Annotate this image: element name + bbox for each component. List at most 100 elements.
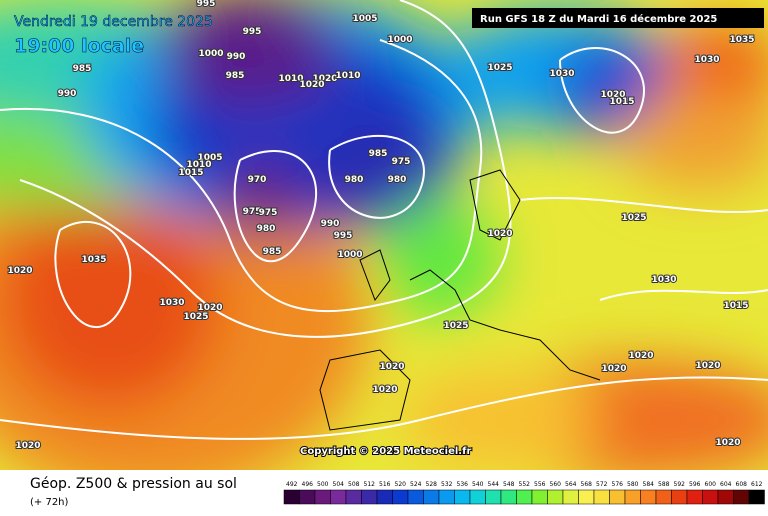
scale-swatch [330, 489, 347, 505]
isobar-label: 985 [263, 247, 282, 257]
isobar-label: 1015 [723, 301, 748, 311]
isobar-label: 1020 [487, 229, 512, 239]
scale-label: 520 [395, 481, 407, 488]
isobar-label: 1025 [487, 63, 512, 73]
scale-label: 524 [410, 481, 422, 488]
isobar-label: 1030 [549, 69, 574, 79]
isobar-label: 1020 [379, 362, 404, 372]
scale-label: 560 [550, 481, 562, 488]
scale-swatch [624, 489, 641, 505]
scale-label: 556 [534, 481, 546, 488]
scale-label: 552 [519, 481, 531, 488]
isobar-label: 985 [226, 71, 245, 81]
scale-label: 612 [751, 481, 763, 488]
scale-label: 492 [286, 481, 298, 488]
isobar-label: 1005 [197, 153, 222, 163]
scale-label: 512 [364, 481, 376, 488]
isobar-label: 980 [257, 224, 276, 234]
isobar-label: 1005 [352, 14, 377, 24]
isobar-label: 985 [369, 149, 388, 159]
footer-title: Géop. Z500 & pression au sol [30, 476, 237, 492]
forecast-date: Vendredi 19 decembre 2025 [14, 14, 213, 30]
scale-label: 516 [379, 481, 391, 488]
isobar-label: 1020 [695, 361, 720, 371]
scale-swatch [516, 489, 533, 505]
isobar-label: 1030 [694, 55, 719, 65]
scale-swatch [655, 489, 672, 505]
isobar-label: 1020 [600, 90, 625, 100]
isobar-label: 1020 [197, 303, 222, 313]
scale-swatch [531, 489, 548, 505]
isobar-label: 1010 [335, 71, 360, 81]
isobar-label: 975 [243, 207, 262, 217]
isobar-label: 995 [334, 231, 353, 241]
scale-swatch [748, 489, 765, 505]
scale-label: 544 [488, 481, 500, 488]
isobar-label: 1000 [198, 49, 223, 59]
scale-swatch [609, 489, 626, 505]
isobar-label: 990 [321, 219, 340, 229]
scale-swatch [578, 489, 595, 505]
scale-swatch [314, 489, 331, 505]
scale-label: 584 [643, 481, 655, 488]
scale-label: 588 [658, 481, 670, 488]
isobar-label: 990 [58, 89, 77, 99]
isobar-label: 1035 [729, 35, 754, 45]
copyright: Copyright © 2025 Meteociel.fr [300, 446, 471, 457]
scale-swatch [500, 489, 517, 505]
isobar-label: 995 [243, 27, 262, 37]
isobar-label: 975 [259, 208, 278, 218]
isobar-label: 1020 [628, 351, 653, 361]
run-box [472, 8, 764, 28]
isobar-label: 1025 [443, 321, 468, 331]
scale-swatch [485, 489, 502, 505]
isobar-label: 1025 [183, 312, 208, 322]
scale-swatch [283, 489, 300, 505]
scale-label: 500 [317, 481, 329, 488]
isobar-label: 970 [248, 175, 267, 185]
scale-swatch [547, 489, 564, 505]
isobar-label: 1020 [7, 266, 32, 276]
isobar-label: 985 [73, 64, 92, 74]
scale-label: 540 [472, 481, 484, 488]
scale-label: 608 [736, 481, 748, 488]
scale-swatch [345, 489, 362, 505]
footer-lead: (+ 72h) [30, 497, 69, 508]
scale-label: 580 [627, 481, 639, 488]
scale-swatch [702, 489, 719, 505]
map-area [0, 0, 768, 470]
scale-label: 532 [441, 481, 453, 488]
scale-label: 592 [674, 481, 686, 488]
scale-label: 576 [612, 481, 624, 488]
isobar-label: 980 [345, 175, 364, 185]
isobar-label: 1010 [186, 160, 211, 170]
isobar-label: 1035 [81, 255, 106, 265]
isobar-label: 995 [197, 0, 216, 9]
isobar-label: 1020 [15, 441, 40, 451]
isobar-label: 1020 [372, 385, 397, 395]
isobar-label: 1020 [715, 438, 740, 448]
forecast-time: 19:00 locale [14, 35, 144, 57]
scale-label: 504 [333, 481, 345, 488]
scale-label: 508 [348, 481, 360, 488]
scale-swatch [438, 489, 455, 505]
scale-label: 600 [705, 481, 717, 488]
isobar-label: 990 [227, 52, 246, 62]
scale-swatch [593, 489, 610, 505]
scale-swatch [686, 489, 703, 505]
scale-label: 496 [302, 481, 314, 488]
isobars [0, 0, 768, 440]
scale-swatch [299, 489, 316, 505]
scale-swatch [562, 489, 579, 505]
scale-swatch [423, 489, 440, 505]
scale-swatch [640, 489, 657, 505]
scale-swatch [671, 489, 688, 505]
isobar-label: 1025 [621, 213, 646, 223]
scale-swatch [454, 489, 471, 505]
scale-swatch [717, 489, 734, 505]
coastlines [319, 169, 601, 431]
isobar-label: 1015 [178, 168, 203, 178]
scale-label: 568 [581, 481, 593, 488]
